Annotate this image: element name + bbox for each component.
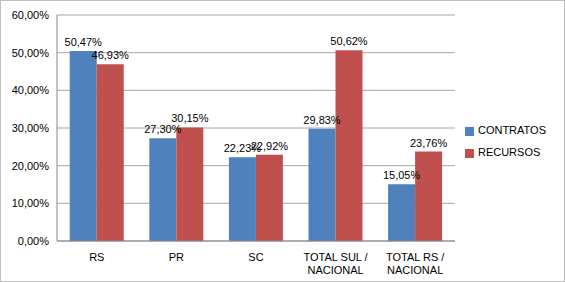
svg-text:60,00%: 60,00%	[12, 9, 50, 21]
html-text:CONTRATOS: CONTRATOS	[478, 124, 546, 136]
svg-text:22,92%: 22,92%	[251, 140, 289, 152]
svg-text:50,62%: 50,62%	[330, 35, 368, 47]
svg-text:10,00%: 10,00%	[12, 197, 50, 209]
svg-text:TOTAL SUL /NACIONAL: TOTAL SUL /NACIONAL	[303, 251, 368, 276]
svg-text:30,15%: 30,15%	[171, 112, 209, 124]
svg-text:50,47%: 50,47%	[65, 36, 103, 48]
svg-text:15,05%: 15,05%	[383, 169, 421, 181]
svg-text:50,00%: 50,00%	[12, 47, 50, 59]
svg-text:29,83%: 29,83%	[303, 114, 341, 126]
svg-text:SC: SC	[248, 251, 263, 263]
svg-text:TOTAL RS /NACIONAL: TOTAL RS /NACIONAL	[386, 251, 445, 276]
svg-text:PR: PR	[169, 251, 184, 263]
svg-text:27,30%: 27,30%	[144, 123, 182, 135]
html-text:RECURSOS: RECURSOS	[478, 146, 541, 158]
svg-text:RS: RS	[89, 251, 104, 263]
svg-text:20,00%: 20,00%	[12, 160, 50, 172]
svg-text:46,93%: 46,93%	[92, 49, 130, 61]
svg-text:0,00%: 0,00%	[18, 235, 49, 247]
svg-text:30,00%: 30,00%	[12, 122, 50, 134]
svg-text:40,00%: 40,00%	[12, 84, 50, 96]
svg-text:22,23%: 22,23%	[223, 142, 262, 155]
svg-text:23,76%: 23,76%	[410, 137, 448, 149]
